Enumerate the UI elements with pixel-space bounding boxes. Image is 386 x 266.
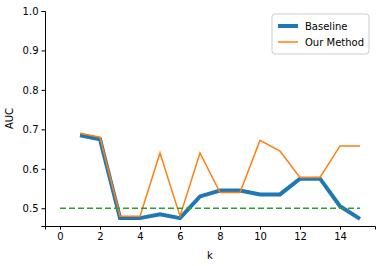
tick: 4 [137,226,143,242]
tick: 0.7 [23,124,45,135]
tick-mark [42,50,46,51]
tick-label: 0.8 [23,85,39,96]
tick-mark [140,226,141,230]
tick: 10 [254,226,267,242]
tick-label: 2 [97,231,103,242]
tick-mark [42,129,46,130]
tick-label: 0.5 [23,203,39,214]
tick-mark [220,226,221,230]
legend-box [272,14,369,54]
tick: 2 [97,226,103,242]
tick: 0.8 [23,85,45,96]
tick-label: 0.9 [23,45,39,56]
tick-label: 0.7 [23,124,39,135]
tick-mark [42,11,46,12]
tick: 0.5 [23,203,45,214]
tick-mark [42,90,46,91]
tick: 0.9 [23,45,45,56]
tick-mark [180,226,181,230]
tick-label: 10 [254,231,267,242]
x-axis-title: k [207,250,213,261]
axis-line [46,227,376,230]
chart: 0 2 4 6 8 10 12 14 0.5 0.6 0.7 0.8 0.9 1.0 k AUC Baselin… [0,0,386,266]
tick-label: 1.0 [23,6,39,17]
tick-label: 4 [137,231,143,242]
tick: 0 [57,226,63,242]
tick-mark [60,226,61,230]
tick: 12 [294,226,307,242]
reference-line [60,207,360,209]
tick-mark [340,226,341,230]
tick-label: 12 [294,231,307,242]
x-axis: 0 2 4 6 8 10 12 14 [46,226,376,242]
tick-mark [300,226,301,230]
tick: 14 [334,226,347,242]
tick: 6 [177,226,183,242]
legend-label: Our Method [305,37,364,48]
tick: 1.0 [23,6,45,17]
tick: 0.6 [23,163,45,174]
tick-mark [260,226,261,230]
tick-label: 6 [177,231,183,242]
tick-mark [100,226,101,230]
legend-swatch [278,24,298,28]
axis-line [42,12,46,227]
y-axis-title: AUC [4,108,15,129]
legend-swatch [278,41,298,43]
tick-label: 0 [57,231,63,242]
series-line [80,133,360,216]
tick-label: 14 [334,231,347,242]
tick-mark [42,208,46,209]
tick-mark [42,169,46,170]
y-axis: 0.5 0.6 0.7 0.8 0.9 1.0 [23,6,46,227]
plot-area: 0 2 4 6 8 10 12 14 0.5 0.6 0.7 0.8 0.9 1.0 [23,6,376,242]
tick: 8 [217,226,223,242]
legend: Baseline Our Method [272,14,369,54]
tick-label: 0.6 [23,163,39,174]
legend-label: Baseline [305,21,347,32]
tick-label: 8 [217,231,223,242]
lines [60,133,360,219]
